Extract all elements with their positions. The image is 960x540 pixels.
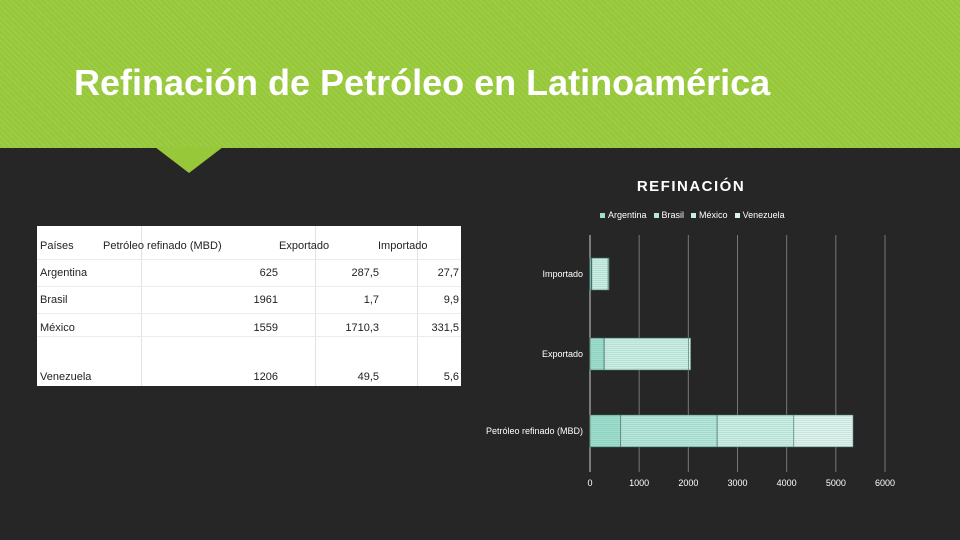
table-divider	[37, 286, 461, 287]
x-tick-label: 6000	[875, 478, 895, 488]
table-cell-imported: 5,6	[443, 371, 459, 383]
table-cell-imported: 331,5	[431, 322, 459, 334]
header-notch	[155, 147, 223, 173]
table-cell-refined: 1206	[253, 371, 278, 383]
legend-swatch	[653, 212, 659, 218]
x-tick-label: 3000	[727, 478, 747, 488]
legend-swatch	[734, 212, 740, 218]
header-band	[0, 0, 960, 148]
table-divider	[141, 226, 142, 386]
table-header-refined: Petróleo refinado (MBD)	[103, 240, 222, 252]
page-title: Refinación de Petróleo en Latinoamérica	[74, 62, 771, 103]
table-cell-exported: 287,5	[351, 267, 379, 279]
data-table: Países Petróleo refinado (MBD) Exportado…	[37, 226, 461, 386]
table-cell-refined: 625	[259, 267, 278, 279]
legend-item-mexico: México	[691, 210, 728, 220]
table-cell-imported: 27,7	[437, 267, 459, 279]
legend-label: Argentina	[608, 210, 647, 220]
x-tick-label: 4000	[777, 478, 797, 488]
table-cell-exported: 49,5	[357, 371, 379, 383]
table-cell-refined: 1559	[253, 322, 278, 334]
bar-texture	[590, 338, 605, 370]
table-header-exported: Exportado	[279, 240, 330, 252]
legend-swatch	[691, 212, 697, 218]
table-cell-country: Venezuela	[40, 371, 92, 383]
chart-title: REFINACIÓN	[636, 178, 746, 195]
x-tick-label: 2000	[678, 478, 698, 488]
legend-item-brasil: Brasil	[653, 210, 685, 220]
bar-texture	[590, 258, 592, 290]
category-label: Petróleo refinado (MBD)	[486, 426, 583, 436]
legend-item-venezuela: Venezuela	[734, 210, 785, 220]
table-divider	[37, 259, 461, 260]
bar-texture	[604, 338, 689, 370]
legend-label: México	[699, 210, 728, 220]
x-tick-label: 5000	[826, 478, 846, 488]
bar-texture	[717, 415, 794, 447]
table-divider	[37, 336, 461, 337]
x-tick-label: 0	[587, 478, 592, 488]
bar-texture	[590, 415, 621, 447]
x-tick-label: 1000	[629, 478, 649, 488]
bar-texture	[793, 415, 854, 447]
table-header-country: Países	[40, 240, 74, 252]
table-cell-imported: 9,9	[443, 294, 459, 306]
table-header-imported: Importado	[378, 240, 428, 252]
category-label: Exportado	[542, 349, 583, 359]
legend-item-argentina: Argentina	[600, 210, 647, 220]
category-label: Importado	[542, 269, 583, 279]
chart-legend: Argentina Brasil México Venezuela	[600, 209, 785, 221]
table-cell-country: Brasil	[40, 294, 68, 306]
table-cell-country: Argentina	[40, 267, 88, 279]
table-divider	[315, 226, 316, 386]
table-cell-exported: 1,7	[363, 294, 379, 306]
bar-texture	[688, 338, 691, 370]
legend-label: Brasil	[661, 210, 685, 220]
table-cell-refined: 1961	[253, 294, 278, 306]
legend-swatch	[600, 212, 605, 218]
bar-texture	[608, 258, 610, 290]
bar-texture	[591, 258, 609, 290]
table-divider	[37, 313, 461, 314]
bar-texture	[620, 415, 718, 447]
table-divider	[417, 226, 418, 386]
legend-label: Venezuela	[742, 210, 785, 220]
table-cell-country: México	[40, 322, 75, 334]
table-cell-exported: 1710,3	[345, 322, 379, 334]
